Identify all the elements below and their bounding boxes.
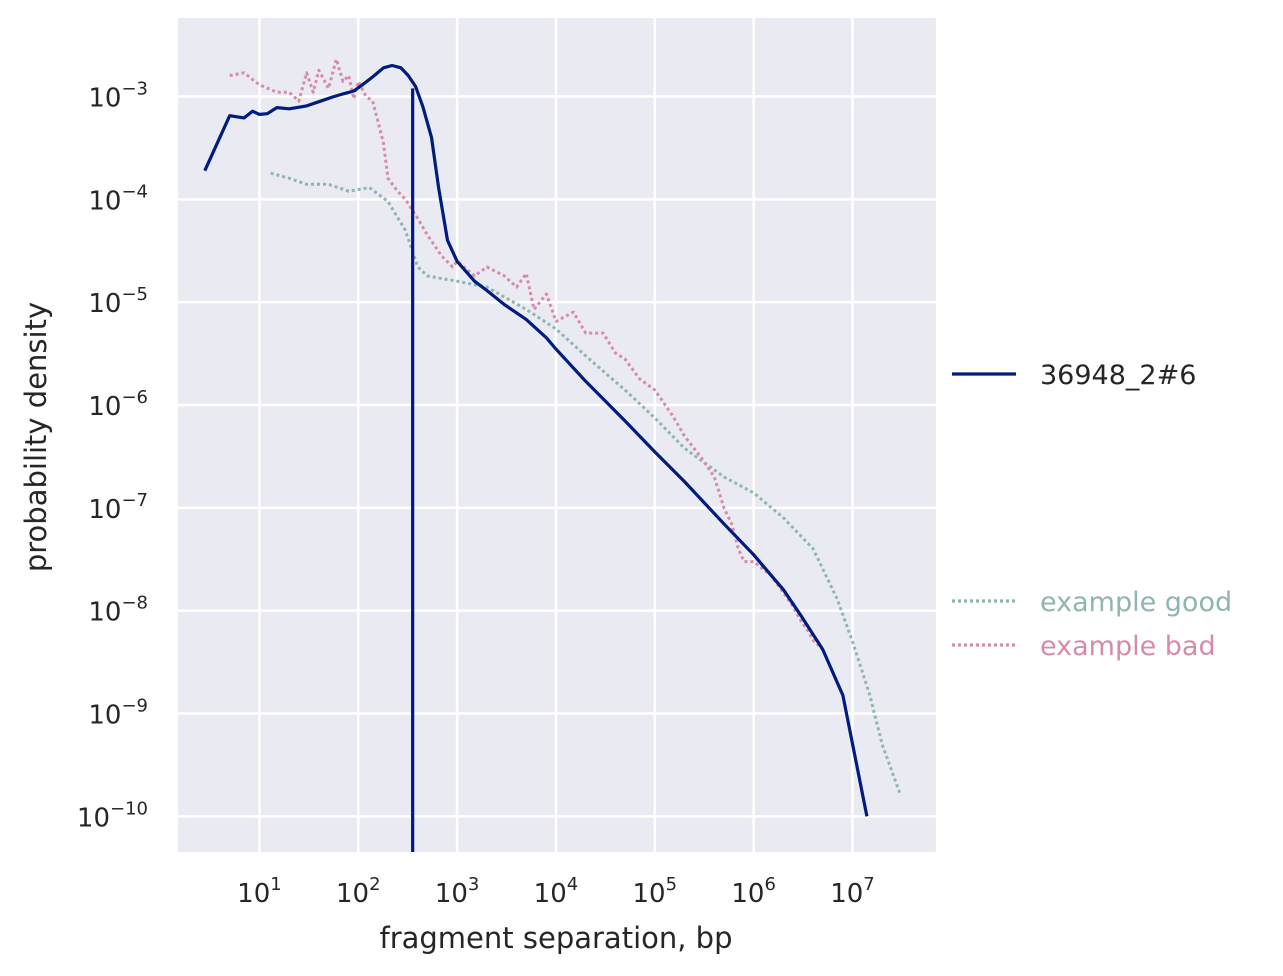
y-tick-label: 10−7	[88, 490, 148, 525]
x-axis-label: fragment separation, bp	[380, 921, 733, 955]
y-tick-labels: 10−3 10−4 10−5 10−6 10−7 10−8 10−9 10−10	[77, 79, 148, 834]
series-layer	[203, 57, 902, 817]
x-tick-label: 105	[633, 874, 678, 909]
x-tick-label: 103	[435, 874, 480, 909]
y-tick-label: 10−4	[88, 181, 148, 216]
y-tick-label: 10−8	[88, 593, 148, 628]
y-tick-label: 10−9	[88, 696, 148, 731]
series-line-example-good	[270, 171, 902, 794]
y-tick-label: 10−10	[77, 798, 148, 833]
y-tick-label: 10−6	[88, 387, 148, 422]
x-tick-label: 107	[830, 874, 875, 909]
y-axis-label: probability density	[19, 302, 53, 572]
series-line-36948-2-6	[203, 63, 869, 817]
legend-label: example good	[1040, 587, 1232, 618]
legend-label: example bad	[1040, 631, 1216, 662]
x-tick-label: 106	[731, 874, 776, 909]
x-tick-label: 104	[534, 874, 579, 909]
y-tick-label: 10−3	[88, 79, 148, 114]
grid-lines	[178, 18, 936, 852]
y-tick-label: 10−5	[88, 284, 148, 319]
x-tick-label: 102	[336, 874, 381, 909]
legend-label: 36948_2#6	[1040, 360, 1196, 391]
x-tick-label: 101	[237, 874, 282, 909]
x-tick-labels: 101 102 103 104 105 106 107	[237, 874, 875, 909]
